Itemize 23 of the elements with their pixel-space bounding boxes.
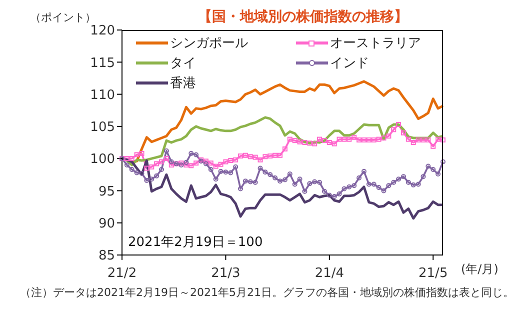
text: （注）データは2021年2月19日～2021年5月21日。グラフの各国・地域別の株価指数は表と同じ。 [20,285,514,300]
x-tick-label: 21/3 [211,266,240,281]
line-series [120,157,444,220]
y-tick-label: 115 [90,56,115,71]
x-axis-title: (年/月) [461,261,498,278]
y-tick-label: 105 [90,120,115,136]
annotation: 2021年2月19日＝100 [128,234,263,251]
y-tick-label: 85 [98,248,115,264]
legend-label: タイ [170,55,196,72]
y-tick-label: 110 [90,88,115,103]
x-tick-label: 21/4 [314,266,344,281]
x-tick-label: 21/5 [418,266,448,281]
chart-title: 【国・地域別の株価指数の推移】 [198,8,408,26]
x-tick-label: 21/2 [107,266,137,281]
legend-label: インド [330,55,369,72]
y-tick-label: 120 [90,24,115,39]
legend-label: シンガポール [170,35,248,52]
legend-label: オーストラリア [330,35,421,52]
y-tick-label: 95 [98,184,115,200]
y-tick-label: 100 [90,152,115,168]
y-axis-title: （ポイント） [30,10,96,24]
y-tick-label: 90 [98,216,115,232]
legend-label: 香港 [170,75,196,92]
